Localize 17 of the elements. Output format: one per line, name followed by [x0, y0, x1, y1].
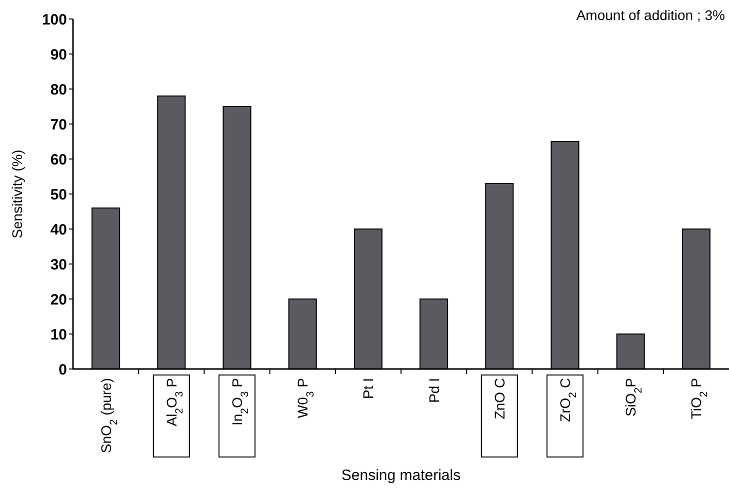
y-tick-label: 50	[50, 186, 67, 204]
y-tick-label: 80	[50, 81, 67, 98]
y-tick-label: 90	[50, 46, 67, 64]
y-axis-title: Sensitivity (%)	[9, 150, 25, 238]
y-tick-label: 60	[50, 151, 67, 168]
y-tick-label: 40	[50, 221, 67, 238]
x-tick-label: ZnO C	[491, 378, 508, 420]
y-tick-label: 70	[50, 116, 67, 134]
y-tick-label: 30	[50, 256, 67, 274]
y-tick-label: 100	[42, 11, 67, 28]
x-tick-label: Pd I	[426, 378, 442, 403]
x-axis-title: Sensing materials	[341, 467, 461, 484]
y-tick-label: 10	[50, 326, 67, 344]
y-tick-label: 20	[50, 291, 67, 308]
x-tick-label: Pt I	[360, 378, 376, 400]
y-tick-label: 0	[58, 361, 67, 378]
annotation: Amount of addition ; 3%	[576, 7, 725, 23]
